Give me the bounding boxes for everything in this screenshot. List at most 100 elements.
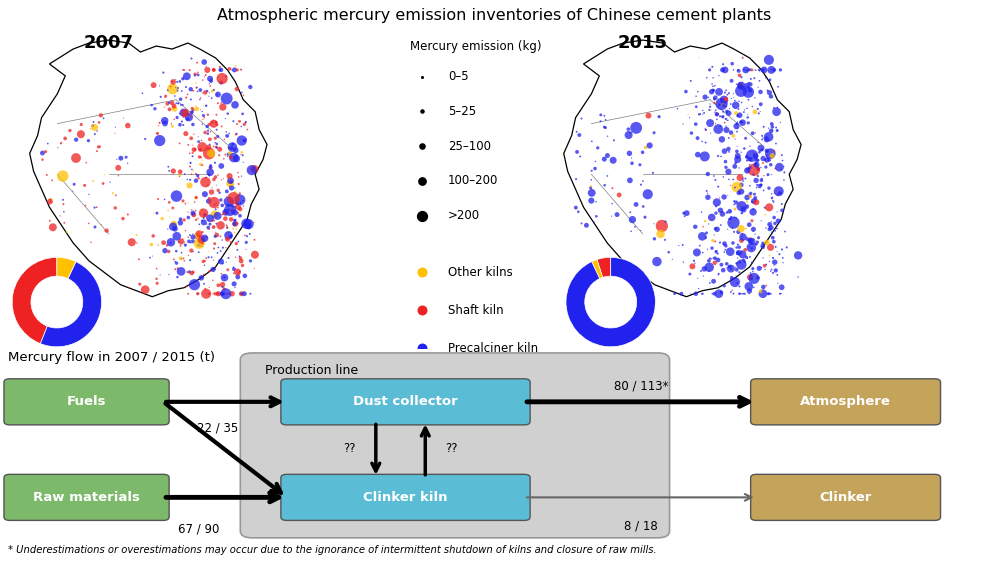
Point <box>223 232 238 241</box>
Point <box>712 193 728 202</box>
Point <box>167 257 183 266</box>
Point <box>198 253 214 262</box>
Point <box>173 242 189 251</box>
Point <box>216 289 231 298</box>
Point <box>704 213 720 222</box>
Point <box>716 247 732 256</box>
Point <box>742 142 758 151</box>
Point <box>734 187 750 196</box>
Point <box>744 237 760 246</box>
Point <box>182 175 198 184</box>
Point <box>624 159 640 168</box>
Point <box>756 171 771 180</box>
Point <box>220 171 235 180</box>
Point <box>603 212 619 221</box>
Point <box>714 99 730 108</box>
Point <box>728 198 744 207</box>
Point <box>658 217 674 226</box>
Point <box>185 233 201 242</box>
Point <box>225 206 240 215</box>
Point <box>712 238 728 247</box>
Point <box>754 174 769 183</box>
Point <box>229 65 245 74</box>
Point <box>207 158 223 167</box>
Point <box>741 79 757 88</box>
Point <box>188 234 204 243</box>
Point <box>224 215 239 224</box>
Point <box>213 257 228 266</box>
Point <box>748 193 764 202</box>
Point <box>583 183 598 192</box>
Point <box>771 163 787 172</box>
Point <box>166 105 182 114</box>
Point <box>202 194 218 203</box>
Point <box>228 203 244 212</box>
Point <box>694 289 710 298</box>
FancyBboxPatch shape <box>4 379 169 425</box>
Point <box>727 183 743 192</box>
Point <box>242 289 258 298</box>
Point <box>173 237 189 246</box>
Point <box>172 218 188 227</box>
Point <box>759 281 774 290</box>
Point <box>149 129 165 138</box>
Point <box>81 190 97 199</box>
Point <box>571 207 586 216</box>
Point <box>165 166 181 175</box>
Point <box>702 215 718 224</box>
Point <box>176 256 192 265</box>
Point <box>708 209 724 217</box>
Point <box>736 65 752 74</box>
Point <box>220 235 235 244</box>
Point <box>700 170 716 179</box>
Point <box>155 68 171 77</box>
Point <box>55 196 71 205</box>
Point <box>206 175 222 184</box>
Point <box>746 283 762 292</box>
Point <box>232 198 248 207</box>
Point <box>209 139 225 148</box>
Point <box>706 94 722 103</box>
Point <box>739 253 755 262</box>
Point <box>733 224 749 233</box>
Point <box>774 245 790 254</box>
Point <box>751 156 766 165</box>
Point <box>210 203 225 212</box>
Point <box>745 129 761 138</box>
Point <box>724 59 740 68</box>
Point <box>219 258 234 267</box>
Point <box>688 289 704 298</box>
Point <box>224 231 239 240</box>
Point <box>762 156 777 165</box>
Point <box>220 200 235 209</box>
Point <box>727 213 743 222</box>
Point <box>763 243 778 252</box>
Point <box>596 155 612 164</box>
Point <box>721 147 737 156</box>
Point <box>225 202 240 211</box>
Point <box>745 267 761 276</box>
Point <box>723 99 739 108</box>
Point <box>773 200 789 209</box>
Point <box>746 205 762 214</box>
Point <box>713 220 729 229</box>
Point <box>764 196 780 205</box>
Point <box>716 192 732 201</box>
Point <box>180 198 196 207</box>
Point <box>169 113 185 122</box>
Point <box>674 289 689 298</box>
Point <box>680 111 696 120</box>
Point <box>49 143 65 152</box>
Point <box>689 134 705 143</box>
Point <box>208 232 224 241</box>
Point <box>80 136 96 145</box>
Point <box>414 72 430 81</box>
Point <box>756 253 771 262</box>
Point <box>738 224 754 233</box>
Point <box>699 189 715 198</box>
Point <box>206 65 222 74</box>
Point <box>160 162 176 171</box>
Point <box>57 134 73 143</box>
Point <box>208 262 224 271</box>
Point <box>218 150 233 159</box>
